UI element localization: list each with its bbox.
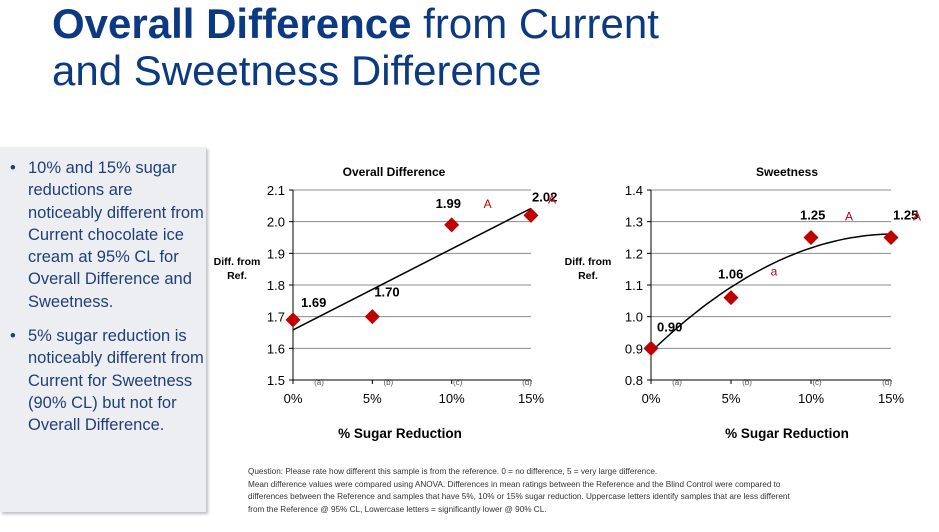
subgroup-letter: (a) bbox=[314, 378, 324, 387]
data-label: 1.06 bbox=[718, 267, 743, 282]
x-tick-label: 10% bbox=[439, 391, 465, 406]
data-point bbox=[364, 309, 380, 325]
subgroup-letter: (a) bbox=[672, 378, 682, 387]
footnote-line: from the Reference @ 95% CL, Lowercase l… bbox=[248, 505, 547, 515]
title-rest: from Current bbox=[411, 0, 659, 47]
y-axis-label: Diff. from bbox=[214, 256, 261, 268]
data-label: 1.69 bbox=[301, 295, 326, 310]
subgroup-letter: (d) bbox=[522, 378, 532, 387]
data-point bbox=[444, 217, 460, 233]
x-axis-label: % Sugar Reduction bbox=[725, 426, 849, 441]
data-label: 2.02 bbox=[532, 189, 557, 204]
y-tick-label: 1.4 bbox=[625, 183, 643, 198]
subgroup-letter: (b) bbox=[742, 378, 752, 387]
y-tick-label: 2.0 bbox=[267, 215, 285, 230]
y-tick-label: 0.9 bbox=[625, 341, 643, 356]
x-tick-label: 15% bbox=[518, 391, 544, 406]
data-point bbox=[285, 312, 301, 328]
bullet-panel: 10% and 15% sugar reductions are noticea… bbox=[0, 147, 206, 512]
data-label: 1.99 bbox=[436, 196, 461, 211]
title-line2: and Sweetness Difference bbox=[52, 47, 542, 94]
y-tick-label: 0.8 bbox=[625, 373, 643, 388]
trendline bbox=[292, 207, 532, 331]
y-tick-label: 1.5 bbox=[267, 373, 285, 388]
y-tick-label: 1.2 bbox=[625, 246, 643, 261]
significance-letter: a bbox=[771, 265, 778, 279]
y-tick-label: 1.0 bbox=[625, 310, 643, 325]
data-point bbox=[643, 340, 659, 356]
data-label: 1.70 bbox=[374, 285, 399, 300]
significance-letter: A bbox=[913, 210, 921, 224]
significance-letter: A bbox=[845, 210, 853, 224]
data-label: 1.25 bbox=[893, 208, 918, 223]
significance-letter: A bbox=[548, 192, 556, 206]
footnote: Question: Please rate how different this… bbox=[248, 466, 938, 517]
y-axis-label: Ref. bbox=[578, 270, 598, 282]
subgroup-letter: (d) bbox=[882, 378, 892, 387]
subgroup-letter: (c) bbox=[812, 378, 822, 387]
footnote-line: Mean difference values were compared usi… bbox=[248, 479, 781, 489]
x-tick-label: 0% bbox=[642, 391, 661, 406]
title-bold: Overall Difference bbox=[52, 0, 412, 47]
x-axis-label: % Sugar Reduction bbox=[338, 426, 462, 441]
bullet-list: 10% and 15% sugar reductions are noticea… bbox=[0, 147, 206, 437]
x-tick-label: 10% bbox=[798, 391, 824, 406]
x-tick-label: 0% bbox=[284, 391, 303, 406]
y-tick-label: 1.7 bbox=[267, 310, 285, 325]
y-axis-label: Diff. from bbox=[565, 256, 612, 268]
subgroup-letter: (c) bbox=[453, 378, 463, 387]
x-tick-label: 5% bbox=[722, 391, 741, 406]
x-tick-label: 5% bbox=[363, 391, 382, 406]
data-label: 0.90 bbox=[657, 319, 682, 334]
data-point bbox=[723, 290, 739, 306]
footnote-line: Question: Please rate how different this… bbox=[248, 467, 658, 476]
y-tick-label: 1.1 bbox=[625, 278, 643, 293]
trendline bbox=[650, 233, 892, 353]
footnote-line: differences between the Reference and sa… bbox=[248, 492, 790, 502]
y-tick-label: 1.3 bbox=[625, 215, 643, 230]
page-title: Overall Difference from Current and Sweet… bbox=[52, 0, 932, 94]
y-axis-label: Ref. bbox=[227, 270, 247, 282]
significance-letter: A bbox=[484, 197, 492, 211]
data-point bbox=[883, 230, 899, 245]
data-point bbox=[523, 207, 539, 223]
x-tick-label: 15% bbox=[878, 391, 904, 406]
y-tick-label: 1.6 bbox=[267, 341, 285, 356]
chart-title: Overall Difference bbox=[343, 165, 446, 179]
y-tick-label: 1.8 bbox=[267, 278, 285, 293]
subgroup-letter: (b) bbox=[383, 378, 393, 387]
y-tick-label: 2.1 bbox=[267, 183, 285, 198]
bullet-item: 5% sugar reduction is noticeably differe… bbox=[10, 325, 206, 436]
bullet-item: 10% and 15% sugar reductions are noticea… bbox=[10, 157, 206, 313]
data-point bbox=[803, 230, 819, 245]
chart-title: Sweetness bbox=[756, 165, 818, 179]
y-tick-label: 1.9 bbox=[267, 246, 285, 261]
data-label: 1.25 bbox=[800, 208, 825, 223]
